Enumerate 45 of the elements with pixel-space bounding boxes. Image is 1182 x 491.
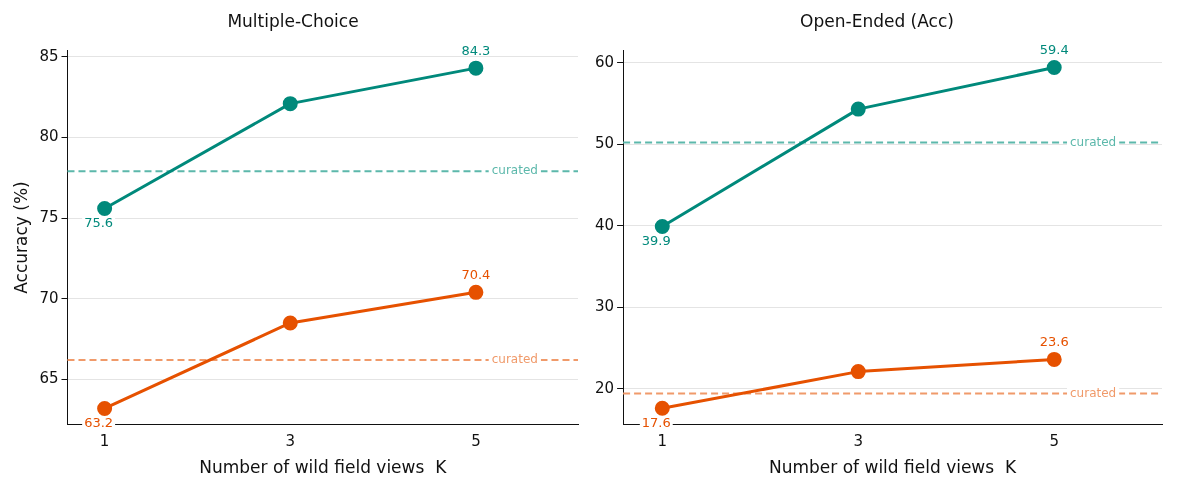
point xyxy=(1046,351,1062,367)
x-tick-label: 5 xyxy=(471,432,481,451)
y-tick-label: 20 xyxy=(594,378,615,397)
chart-title: Multiple-Choice xyxy=(227,10,359,31)
y-tick-label: 65 xyxy=(39,369,59,388)
chart-title: Open-Ended (Acc) xyxy=(800,10,954,31)
point xyxy=(282,315,298,331)
y-tick-label: 75 xyxy=(39,208,59,227)
x-tick-label: 3 xyxy=(853,432,864,451)
point xyxy=(1046,60,1062,76)
point xyxy=(468,60,484,76)
y-tick-label: 60 xyxy=(594,52,615,71)
y-tick-label: 70 xyxy=(39,288,59,307)
point xyxy=(850,364,866,380)
data-label: 75.6 xyxy=(84,215,114,231)
point xyxy=(468,284,484,300)
point xyxy=(654,400,670,416)
data-label: 70.4 xyxy=(461,267,491,283)
data-label: 84.3 xyxy=(461,43,491,59)
x-tick-label: 1 xyxy=(657,432,668,451)
y-tick-label: 50 xyxy=(594,134,615,153)
ref-line-label: curated xyxy=(491,163,538,178)
y-tick-label: 85 xyxy=(39,46,59,65)
ref-line-label: curated xyxy=(1070,134,1117,149)
data-label: 17.6 xyxy=(641,415,671,431)
point xyxy=(282,96,298,112)
x-tick-label: 3 xyxy=(285,432,296,451)
point xyxy=(654,218,670,234)
data-label: 23.6 xyxy=(1039,334,1069,350)
y-tick-label: 80 xyxy=(39,127,59,146)
x-axis-title: Number of wild field views K xyxy=(199,457,448,478)
data-label: 63.2 xyxy=(84,415,114,431)
point xyxy=(97,200,113,216)
data-label: 39.9 xyxy=(641,233,671,249)
y-tick-label: 30 xyxy=(594,297,615,316)
ref-line-label: curated xyxy=(1070,385,1117,400)
point xyxy=(97,400,113,416)
x-axis-title: Number of wild field views K xyxy=(769,457,1017,478)
y-tick-label: 40 xyxy=(594,215,615,234)
x-tick-label: 5 xyxy=(1049,432,1059,451)
data-label: 59.4 xyxy=(1039,42,1069,58)
point xyxy=(850,101,866,117)
ref-line-label: curated xyxy=(491,352,538,367)
y-axis-title: Accuracy (%) xyxy=(10,181,31,294)
x-tick-label: 1 xyxy=(99,432,110,451)
